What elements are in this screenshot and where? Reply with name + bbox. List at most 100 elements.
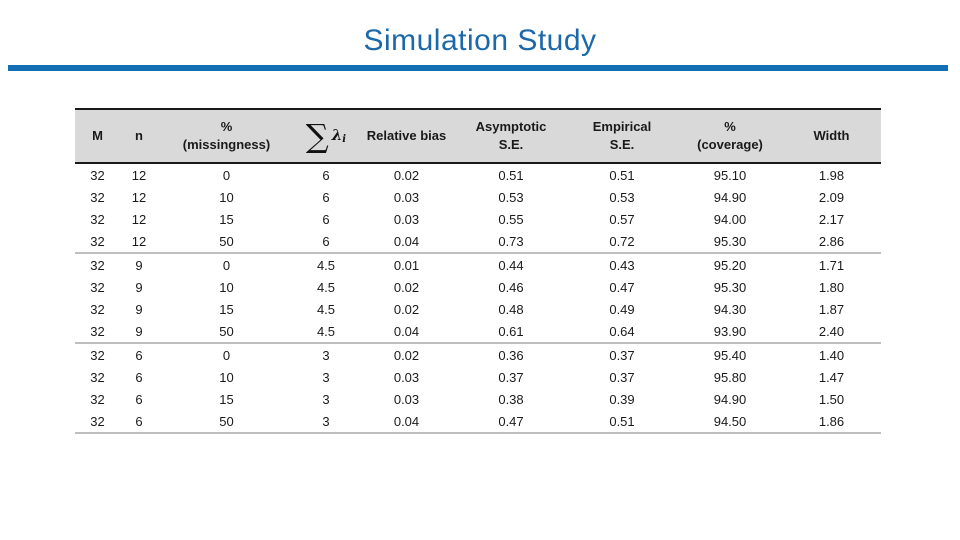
table-row: 32 9 10 4.5 0.02 0.46 0.47 95.30 1.80 — [75, 276, 881, 298]
table-cell: 95.30 — [713, 279, 747, 295]
header-empirical-se-line1: Empirical — [592, 118, 652, 134]
table-cell: 95.20 — [713, 257, 747, 273]
table-cell: 32 — [75, 230, 120, 254]
table-cell: 0.43 — [609, 257, 635, 273]
table-cell: 0.04 — [357, 230, 456, 254]
table-cell: 0.47 — [609, 279, 635, 295]
table-cell: 0.57 — [609, 211, 635, 227]
table-cell: 0.47 — [456, 410, 566, 434]
table-cell: 94.90 — [713, 391, 747, 407]
table-cell: 0.73 — [456, 230, 566, 254]
table-cell: 10 — [219, 189, 234, 205]
table-cell: 94.30 — [713, 301, 747, 317]
table-row: 32 9 0 4.5 0.01 0.44 0.43 95.20 1.71 — [75, 253, 881, 276]
table-cell: 0.48 — [498, 301, 524, 317]
simulation-results-table: M n % (missingness) ∑ λ i Relative bias As… — [75, 108, 881, 434]
header-relative-bias: Relative bias — [366, 127, 447, 143]
title-divider — [8, 65, 948, 71]
table-cell: 0.51 — [609, 167, 635, 183]
table-cell: 0.51 — [498, 167, 524, 183]
table-cell: 32 — [90, 167, 105, 183]
table-cell: 6 — [295, 230, 357, 254]
table-cell: 0 — [222, 347, 231, 363]
table-cell: 12 — [131, 211, 147, 227]
table-cell: 6 — [322, 167, 330, 183]
header-missingness-line2: (missingness) — [182, 137, 271, 152]
table-cell: 0.01 — [393, 257, 420, 273]
table-cell: 6 — [120, 410, 158, 434]
table-cell: 0.39 — [609, 391, 635, 407]
table-cell: 4.5 — [295, 320, 357, 344]
table-cell: 0 — [222, 257, 231, 273]
table-row: 32 6 50 3 0.04 0.47 0.51 94.50 1.86 — [75, 410, 881, 434]
table-cell: 32 — [75, 320, 120, 344]
table-cell: 95.10 — [713, 167, 747, 183]
table-row: 32 6 15 3 0.03 0.38 0.39 94.90 1.50 — [75, 388, 881, 410]
table-cell: 1.47 — [818, 369, 845, 385]
table-cell: 0.04 — [357, 410, 456, 434]
table-cell: 0.03 — [393, 391, 420, 407]
table-cell: 0.38 — [498, 391, 524, 407]
sigma-symbol: ∑ — [305, 116, 329, 155]
table-cell: 0.61 — [456, 320, 566, 344]
header-empirical-se: Empirical S.E. — [566, 109, 678, 163]
table-header-row: M n % (missingness) ∑ λ i Relative bias As… — [75, 109, 881, 163]
table-row: 32 6 10 3 0.03 0.37 0.37 95.80 1.47 — [75, 366, 881, 388]
table-cell: 10 — [219, 279, 234, 295]
table-cell: 1.80 — [818, 279, 845, 295]
simulation-results-table-wrap: M n % (missingness) ∑ λ i Relative bias As… — [75, 108, 881, 434]
table-cell: 32 — [90, 279, 105, 295]
table-cell: 32 — [90, 189, 105, 205]
table-cell: 0.37 — [609, 347, 635, 363]
table-cell: 50 — [158, 230, 295, 254]
header-coverage-line1: % — [724, 118, 736, 134]
table-cell: 6 — [135, 347, 143, 363]
table-cell: 0.03 — [393, 369, 420, 385]
table-cell: 50 — [158, 320, 295, 344]
header-n: n — [135, 127, 143, 143]
table-cell: 2.86 — [782, 230, 881, 254]
table-cell: 32 — [90, 257, 105, 273]
table-cell: 4.5 — [316, 257, 336, 273]
table-cell: 32 — [90, 347, 105, 363]
table-cell: 0.46 — [498, 279, 524, 295]
table-row: 32 12 15 6 0.03 0.55 0.57 94.00 2.17 — [75, 208, 881, 230]
table-cell: 0.53 — [609, 189, 635, 205]
table-cell: 3 — [322, 369, 330, 385]
table-row: 32 9 15 4.5 0.02 0.48 0.49 94.30 1.87 — [75, 298, 881, 320]
table-cell: 32 — [90, 391, 105, 407]
table-cell: 94.00 — [713, 211, 747, 227]
table-row: 32 9 50 4.5 0.04 0.61 0.64 93.90 2.40 — [75, 320, 881, 344]
table-cell: 6 — [135, 391, 143, 407]
table-cell: 95.80 — [713, 369, 747, 385]
table-cell: 0.53 — [498, 189, 524, 205]
table-cell: 9 — [135, 279, 143, 295]
table-cell: 4.5 — [316, 301, 336, 317]
table-cell: 0 — [222, 167, 231, 183]
table-cell: 10 — [219, 369, 234, 385]
table-cell: 1.50 — [818, 391, 845, 407]
header-empirical-se-line2: S.E. — [609, 137, 635, 152]
table-cell: 1.86 — [782, 410, 881, 434]
table-cell: 1.40 — [818, 347, 845, 363]
table-cell: 93.90 — [678, 320, 782, 344]
table-row: 32 12 50 6 0.04 0.73 0.72 95.30 2.86 — [75, 230, 881, 254]
table-cell: 0.36 — [498, 347, 524, 363]
table-cell: 32 — [90, 301, 105, 317]
table-row: 32 12 10 6 0.03 0.53 0.53 94.90 2.09 — [75, 186, 881, 208]
table-cell: 15 — [219, 391, 234, 407]
table-cell: 4.5 — [316, 279, 336, 295]
header-width: Width — [813, 127, 850, 143]
lambda-subscript: i — [342, 133, 347, 145]
table-cell: 12 — [120, 230, 158, 254]
table-body: 32 12 0 6 0.02 0.51 0.51 95.10 1.98 32 12 10 6 0.03 0.… — [75, 163, 881, 434]
table-cell: 3 — [322, 391, 330, 407]
table-cell: 9 — [135, 301, 143, 317]
table-cell: 0.49 — [609, 301, 635, 317]
table-cell: 2.40 — [782, 320, 881, 344]
table-cell: 0.02 — [393, 347, 420, 363]
table-cell: 0.03 — [393, 211, 420, 227]
table-cell: 0.37 — [609, 369, 635, 385]
table-cell: 6 — [322, 189, 330, 205]
table-cell: 9 — [120, 320, 158, 344]
